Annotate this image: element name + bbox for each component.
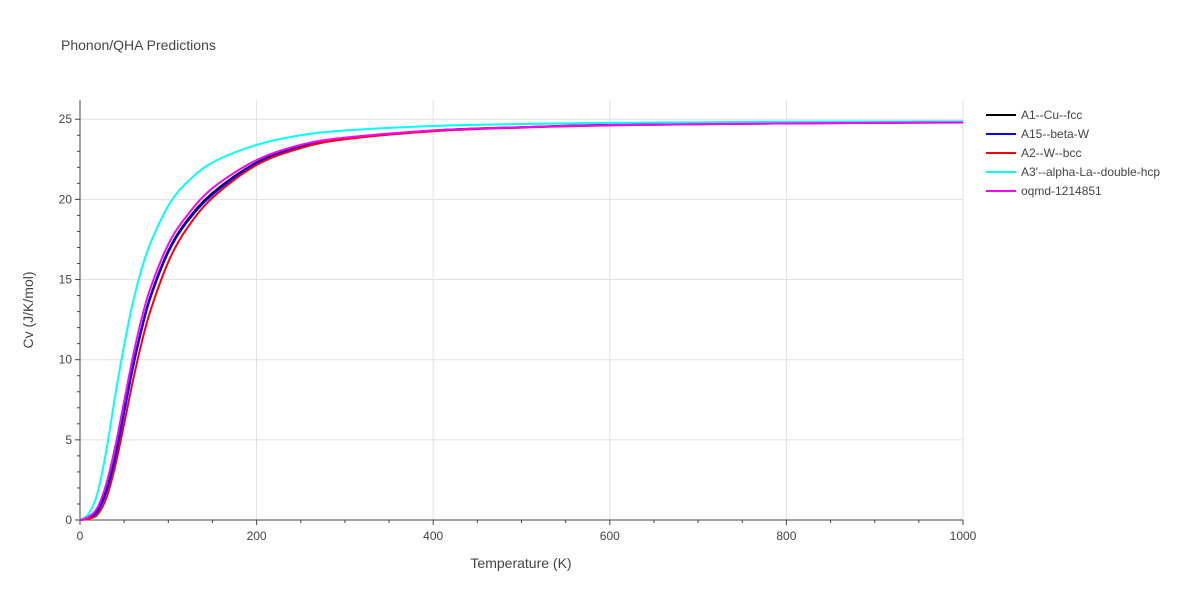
legend-label: A1--Cu--fcc [1021,108,1082,122]
legend-label: A2--W--bcc [1021,146,1081,160]
series-line-1 [79,121,964,521]
y-tick-label: 0 [65,513,72,527]
series-line-4 [79,121,964,521]
y-tick-label: 5 [65,433,72,447]
y-tick-label: 15 [59,273,73,287]
x-tick-label: 400 [423,529,443,543]
y-tick-labels: 0 5 10 15 20 25 [59,112,73,527]
axes [75,100,964,525]
x-tick-label: 600 [600,529,620,543]
legend-item[interactable]: A2--W--bcc [986,146,1081,160]
legend-item[interactable]: A1--Cu--fcc [986,108,1082,122]
y-axis-title: Cv (J/K/mol) [20,272,36,349]
grid [80,100,964,520]
series-line-3 [79,120,964,521]
x-tick-label: 0 [77,529,84,543]
x-axis-title: Temperature (K) [470,555,571,571]
series-lines [79,120,964,521]
x-tick-label: 800 [776,529,796,543]
y-tick-label: 25 [59,112,73,126]
legend-item[interactable]: A3'--alpha-La--double-hcp [986,165,1160,179]
y-tick-label: 20 [59,192,73,206]
x-tick-label: 200 [247,529,267,543]
legend-item[interactable]: oqmd-1214851 [986,184,1102,198]
legend[interactable]: A1--Cu--fcc A15--beta-W A2--W--bcc A3'--alp… [986,108,1160,198]
legend-item[interactable]: A15--beta-W [986,127,1090,141]
chart-title: Phonon/QHA Predictions [61,37,216,53]
series-line-0 [79,121,964,521]
x-tick-labels: 0 200 400 600 800 1000 [77,529,977,543]
legend-label: A15--beta-W [1021,127,1090,141]
legend-label: oqmd-1214851 [1021,184,1102,198]
x-tick-label: 1000 [950,529,977,543]
series-line-2 [79,121,964,521]
y-tick-label: 10 [59,353,73,367]
legend-label: A3'--alpha-La--double-hcp [1021,165,1160,179]
